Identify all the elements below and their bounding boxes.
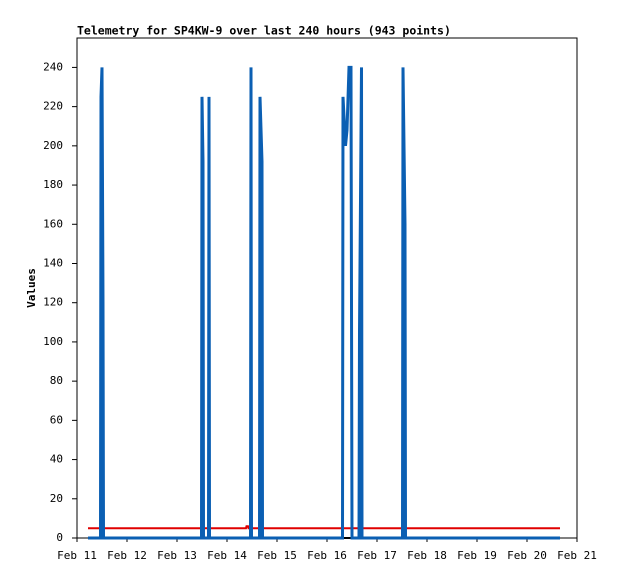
- x-tick-label: Feb 19: [457, 549, 497, 562]
- y-tick-label: 80: [50, 374, 63, 387]
- y-axis-label: Values: [25, 268, 38, 308]
- series-line: [88, 65, 560, 540]
- y-tick-label: 100: [43, 335, 63, 348]
- x-tick-label: Feb 13: [157, 549, 197, 562]
- x-tick-label: Feb 11: [57, 549, 97, 562]
- chart-title: Telemetry for SP4KW-9 over last 240 hour…: [77, 24, 451, 38]
- y-tick-label: 220: [43, 100, 63, 113]
- y-tick-label: 140: [43, 256, 63, 269]
- x-tick-label: Feb 18: [407, 549, 447, 562]
- x-tick-label: Feb 16: [307, 549, 347, 562]
- x-tick-label: Feb 17: [357, 549, 397, 562]
- x-tick-label: Feb 21: [557, 549, 597, 562]
- x-tick-label: Feb 14: [207, 549, 247, 562]
- y-tick-label: 0: [56, 531, 63, 544]
- y-tick-label: 200: [43, 139, 63, 152]
- x-tick-label: Feb 20: [507, 549, 547, 562]
- x-tick-label: Feb 15: [257, 549, 297, 562]
- series-line: [88, 525, 560, 530]
- y-tick-label: 180: [43, 178, 63, 191]
- y-tick-label: 240: [43, 60, 63, 73]
- y-tick-label: 60: [50, 413, 63, 426]
- x-tick-label: Feb 12: [107, 549, 147, 562]
- y-tick-label: 160: [43, 217, 63, 230]
- y-tick-label: 120: [43, 296, 63, 309]
- y-tick-label: 40: [50, 453, 63, 466]
- y-tick-label: 20: [50, 492, 63, 505]
